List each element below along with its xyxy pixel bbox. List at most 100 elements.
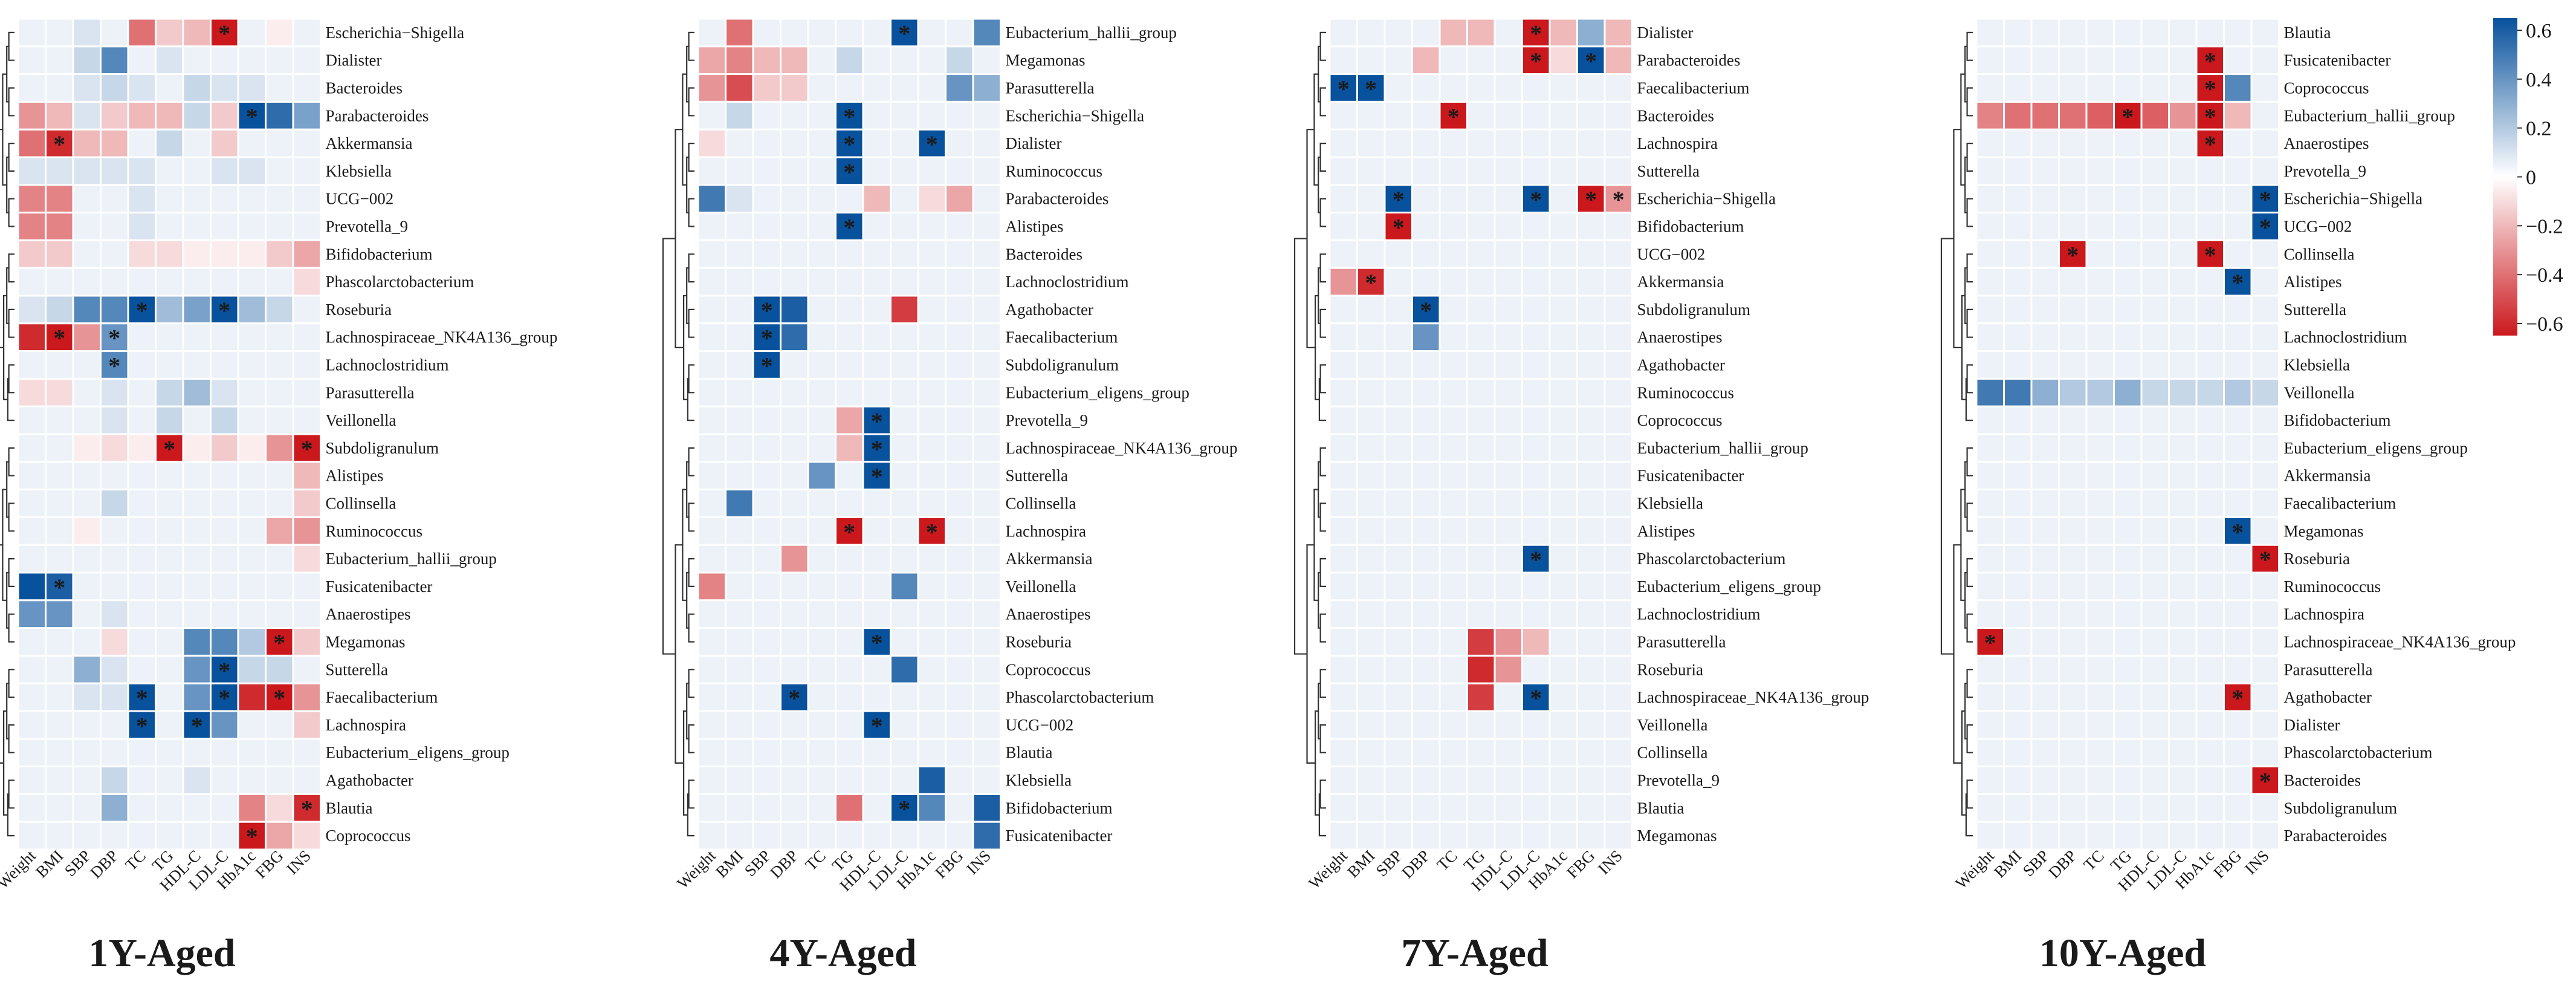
heatmap-cell [780, 45, 809, 76]
heatmap-cell [1975, 405, 2005, 435]
heatmap-cell [292, 73, 322, 103]
heatmap-cell [725, 599, 754, 629]
heatmap-cell [917, 73, 947, 103]
heatmap-cell [780, 433, 809, 463]
heatmap-cell [2085, 571, 2115, 602]
heatmap-cell [2223, 489, 2253, 518]
heatmap-cell [835, 571, 864, 602]
heatmap-cell [2223, 821, 2253, 851]
heatmap-cell [2250, 599, 2280, 629]
significance-star: * [2259, 768, 2271, 795]
heatmap-cell [72, 599, 102, 629]
heatmap-cell [972, 212, 1002, 241]
heatmap-cell [237, 294, 267, 325]
heatmap-cell [2113, 710, 2143, 740]
heatmap-cell [1576, 793, 1606, 823]
heatmap-cell [265, 377, 294, 408]
heatmap-cell [127, 571, 157, 602]
heatmap-cell [182, 599, 212, 629]
heatmap-cell [127, 793, 157, 823]
heatmap-cell [1549, 682, 1578, 712]
heatmap-cell [100, 821, 129, 851]
heatmap-cell [1549, 322, 1578, 353]
heatmap-cell [890, 461, 919, 491]
heatmap-cell [1328, 682, 1358, 712]
heatmap-cell [862, 489, 892, 518]
heatmap-cell [155, 239, 184, 269]
heatmap-cell [862, 239, 892, 269]
column-label: INS [2241, 847, 2273, 878]
significance-star: * [1393, 214, 1405, 241]
dendrogram-branch [1966, 502, 1973, 532]
heatmap-cell [2113, 765, 2143, 795]
heatmap-cell [1975, 682, 2005, 712]
heatmap-cell [1493, 544, 1523, 574]
heatmap-cell [2085, 128, 2115, 158]
row-label: Bacteroides [1006, 245, 1083, 263]
heatmap-cell [1356, 516, 1386, 546]
heatmap-cell [2195, 405, 2225, 435]
heatmap-cell [2140, 294, 2170, 325]
heatmap-cell [127, 405, 157, 435]
dendrogram-branch [8, 253, 15, 283]
heatmap-cell [1521, 682, 1551, 712]
heatmap-cell [2250, 682, 2280, 712]
heatmap-cell [2223, 322, 2253, 353]
heatmap-cell [237, 599, 267, 629]
heatmap-cell [2168, 377, 2198, 408]
heatmap-cell [2168, 489, 2198, 518]
heatmap-cell [1549, 184, 1578, 214]
heatmap-cell [1521, 627, 1551, 657]
heatmap-cell [2030, 267, 2060, 297]
heatmap-cell [1493, 599, 1523, 629]
heatmap-cell [1975, 100, 2005, 131]
heatmap-cell [890, 322, 919, 353]
row-label: Blautia [326, 799, 373, 817]
heatmap-cell [155, 821, 184, 851]
heatmap-cell [2030, 73, 2060, 103]
heatmap-cell [1975, 544, 2005, 574]
heatmap-cell [945, 599, 974, 629]
heatmap-cell [1493, 73, 1523, 103]
heatmap-cell [1549, 100, 1578, 131]
heatmap-cell [972, 73, 1002, 103]
heatmap-cell [2085, 100, 2115, 131]
heatmap-cell [862, 212, 892, 241]
significance-star: * [1420, 297, 1432, 324]
heatmap-cell [2030, 627, 2060, 657]
dendrogram-branch [688, 87, 694, 117]
heatmap-cell [1356, 45, 1386, 76]
heatmap-cell [237, 516, 267, 546]
heatmap-cell [2003, 461, 2033, 491]
heatmap-cell [292, 516, 322, 546]
heatmap-cell [2003, 433, 2033, 463]
heatmap-cell [1356, 322, 1386, 353]
dendrogram-branch [1966, 143, 1973, 172]
heatmap-cell [2030, 239, 2060, 269]
heatmap-cell [2168, 461, 2198, 491]
heatmap-cell [1383, 821, 1413, 851]
heatmap-cell [1466, 128, 1496, 158]
heatmap-cell [1549, 267, 1578, 297]
significance-star: * [1365, 76, 1377, 103]
row-label: Akkermansia [1006, 550, 1093, 568]
heatmap-cell [100, 654, 129, 684]
panel-title: 1Y-Aged [88, 931, 235, 975]
heatmap-cell [2195, 156, 2225, 186]
heatmap-cell [127, 821, 157, 851]
heatmap-cell [1438, 516, 1468, 546]
heatmap-cell [2003, 793, 2033, 823]
heatmap-cell [945, 294, 974, 325]
heatmap-cell [17, 627, 47, 657]
heatmap-cell [862, 433, 892, 463]
heatmap-cell [862, 184, 892, 214]
heatmap-cell [1356, 682, 1386, 712]
heatmap-cell [1328, 793, 1358, 823]
heatmap-cell [972, 128, 1002, 158]
heatmap-cell [127, 322, 157, 353]
significance-star: * [1365, 269, 1377, 296]
heatmap-cell [890, 100, 919, 131]
heatmap-cell [2223, 18, 2253, 48]
column-label: BMI [1344, 847, 1378, 881]
heatmap-cell [890, 212, 919, 241]
